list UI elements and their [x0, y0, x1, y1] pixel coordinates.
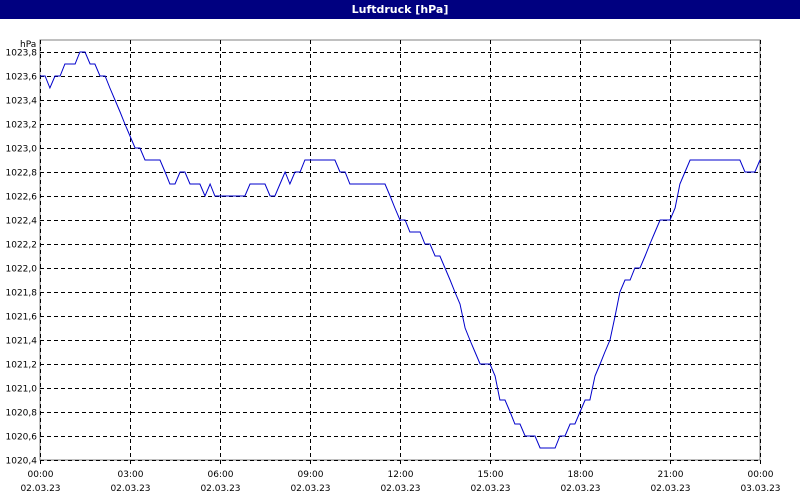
y-tick-label: 1021,0 — [6, 385, 38, 395]
x-tick-date-label: 03.03.23 — [740, 484, 780, 494]
y-tick-labels: 1020,4 1020,6 1020,8 1021,0 1021,2 1021,4 1021… — [6, 49, 38, 467]
y-tick-label: 1022,8 — [6, 169, 38, 179]
x-tick-labels: 00:00 02.03.23 03:00 02.03.23 06:00 02.03.23 0… — [20, 470, 780, 494]
x-tick-date-label: 02.03.23 — [110, 484, 150, 494]
series-layer — [40, 51, 761, 449]
x-tick-time-label: 21:00 — [658, 470, 684, 480]
x-tick-time-label: 00:00 — [28, 470, 54, 480]
y-tick-label: 1021,2 — [6, 361, 38, 371]
x-tick-date-label: 02.03.23 — [20, 484, 60, 494]
x-tick-time-label: 15:00 — [478, 470, 504, 480]
y-axis-unit-label: hPa — [20, 40, 36, 50]
y-tick-label: 1023,6 — [6, 73, 38, 83]
x-tick-date-label: 02.03.23 — [650, 484, 690, 494]
y-tick-label: 1022,2 — [6, 241, 38, 251]
x-tick-date-label: 02.03.23 — [290, 484, 330, 494]
chart-title: Luftdruck [hPa] — [0, 0, 800, 19]
x-tick-time-label: 06:00 — [208, 470, 234, 480]
y-tick-label: 1022,6 — [6, 193, 38, 203]
y-tick-label: 1023,2 — [6, 121, 38, 131]
y-tick-label: 1020,8 — [6, 409, 38, 419]
x-tick-time-label: 09:00 — [298, 470, 324, 480]
x-tick-time-label: 12:00 — [388, 470, 414, 480]
x-tick-date-label: 02.03.23 — [470, 484, 510, 494]
y-tick-label: 1021,8 — [6, 289, 38, 299]
y-tick-label: 1020,6 — [6, 433, 38, 443]
grid-layer — [39, 39, 761, 464]
y-tick-label: 1021,4 — [6, 337, 38, 347]
pressure-series-line — [40, 51, 761, 449]
x-tick-date-label: 02.03.23 — [380, 484, 420, 494]
y-tick-label: 1021,6 — [6, 313, 38, 323]
x-tick-time-label: 00:00 — [748, 470, 774, 480]
y-tick-label: 1022,0 — [6, 265, 38, 275]
y-tick-label: 1023,0 — [6, 145, 38, 155]
x-tick-date-label: 02.03.23 — [560, 484, 600, 494]
y-tick-label: 1023,8 — [6, 49, 38, 59]
x-tick-date-label: 02.03.23 — [200, 484, 240, 494]
x-tick-time-label: 18:00 — [568, 470, 594, 480]
y-tick-label: 1020,4 — [6, 457, 38, 467]
y-tick-label: 1022,4 — [6, 217, 38, 227]
x-tick-time-label: 03:00 — [118, 470, 144, 480]
y-tick-label: 1023,4 — [6, 97, 38, 107]
